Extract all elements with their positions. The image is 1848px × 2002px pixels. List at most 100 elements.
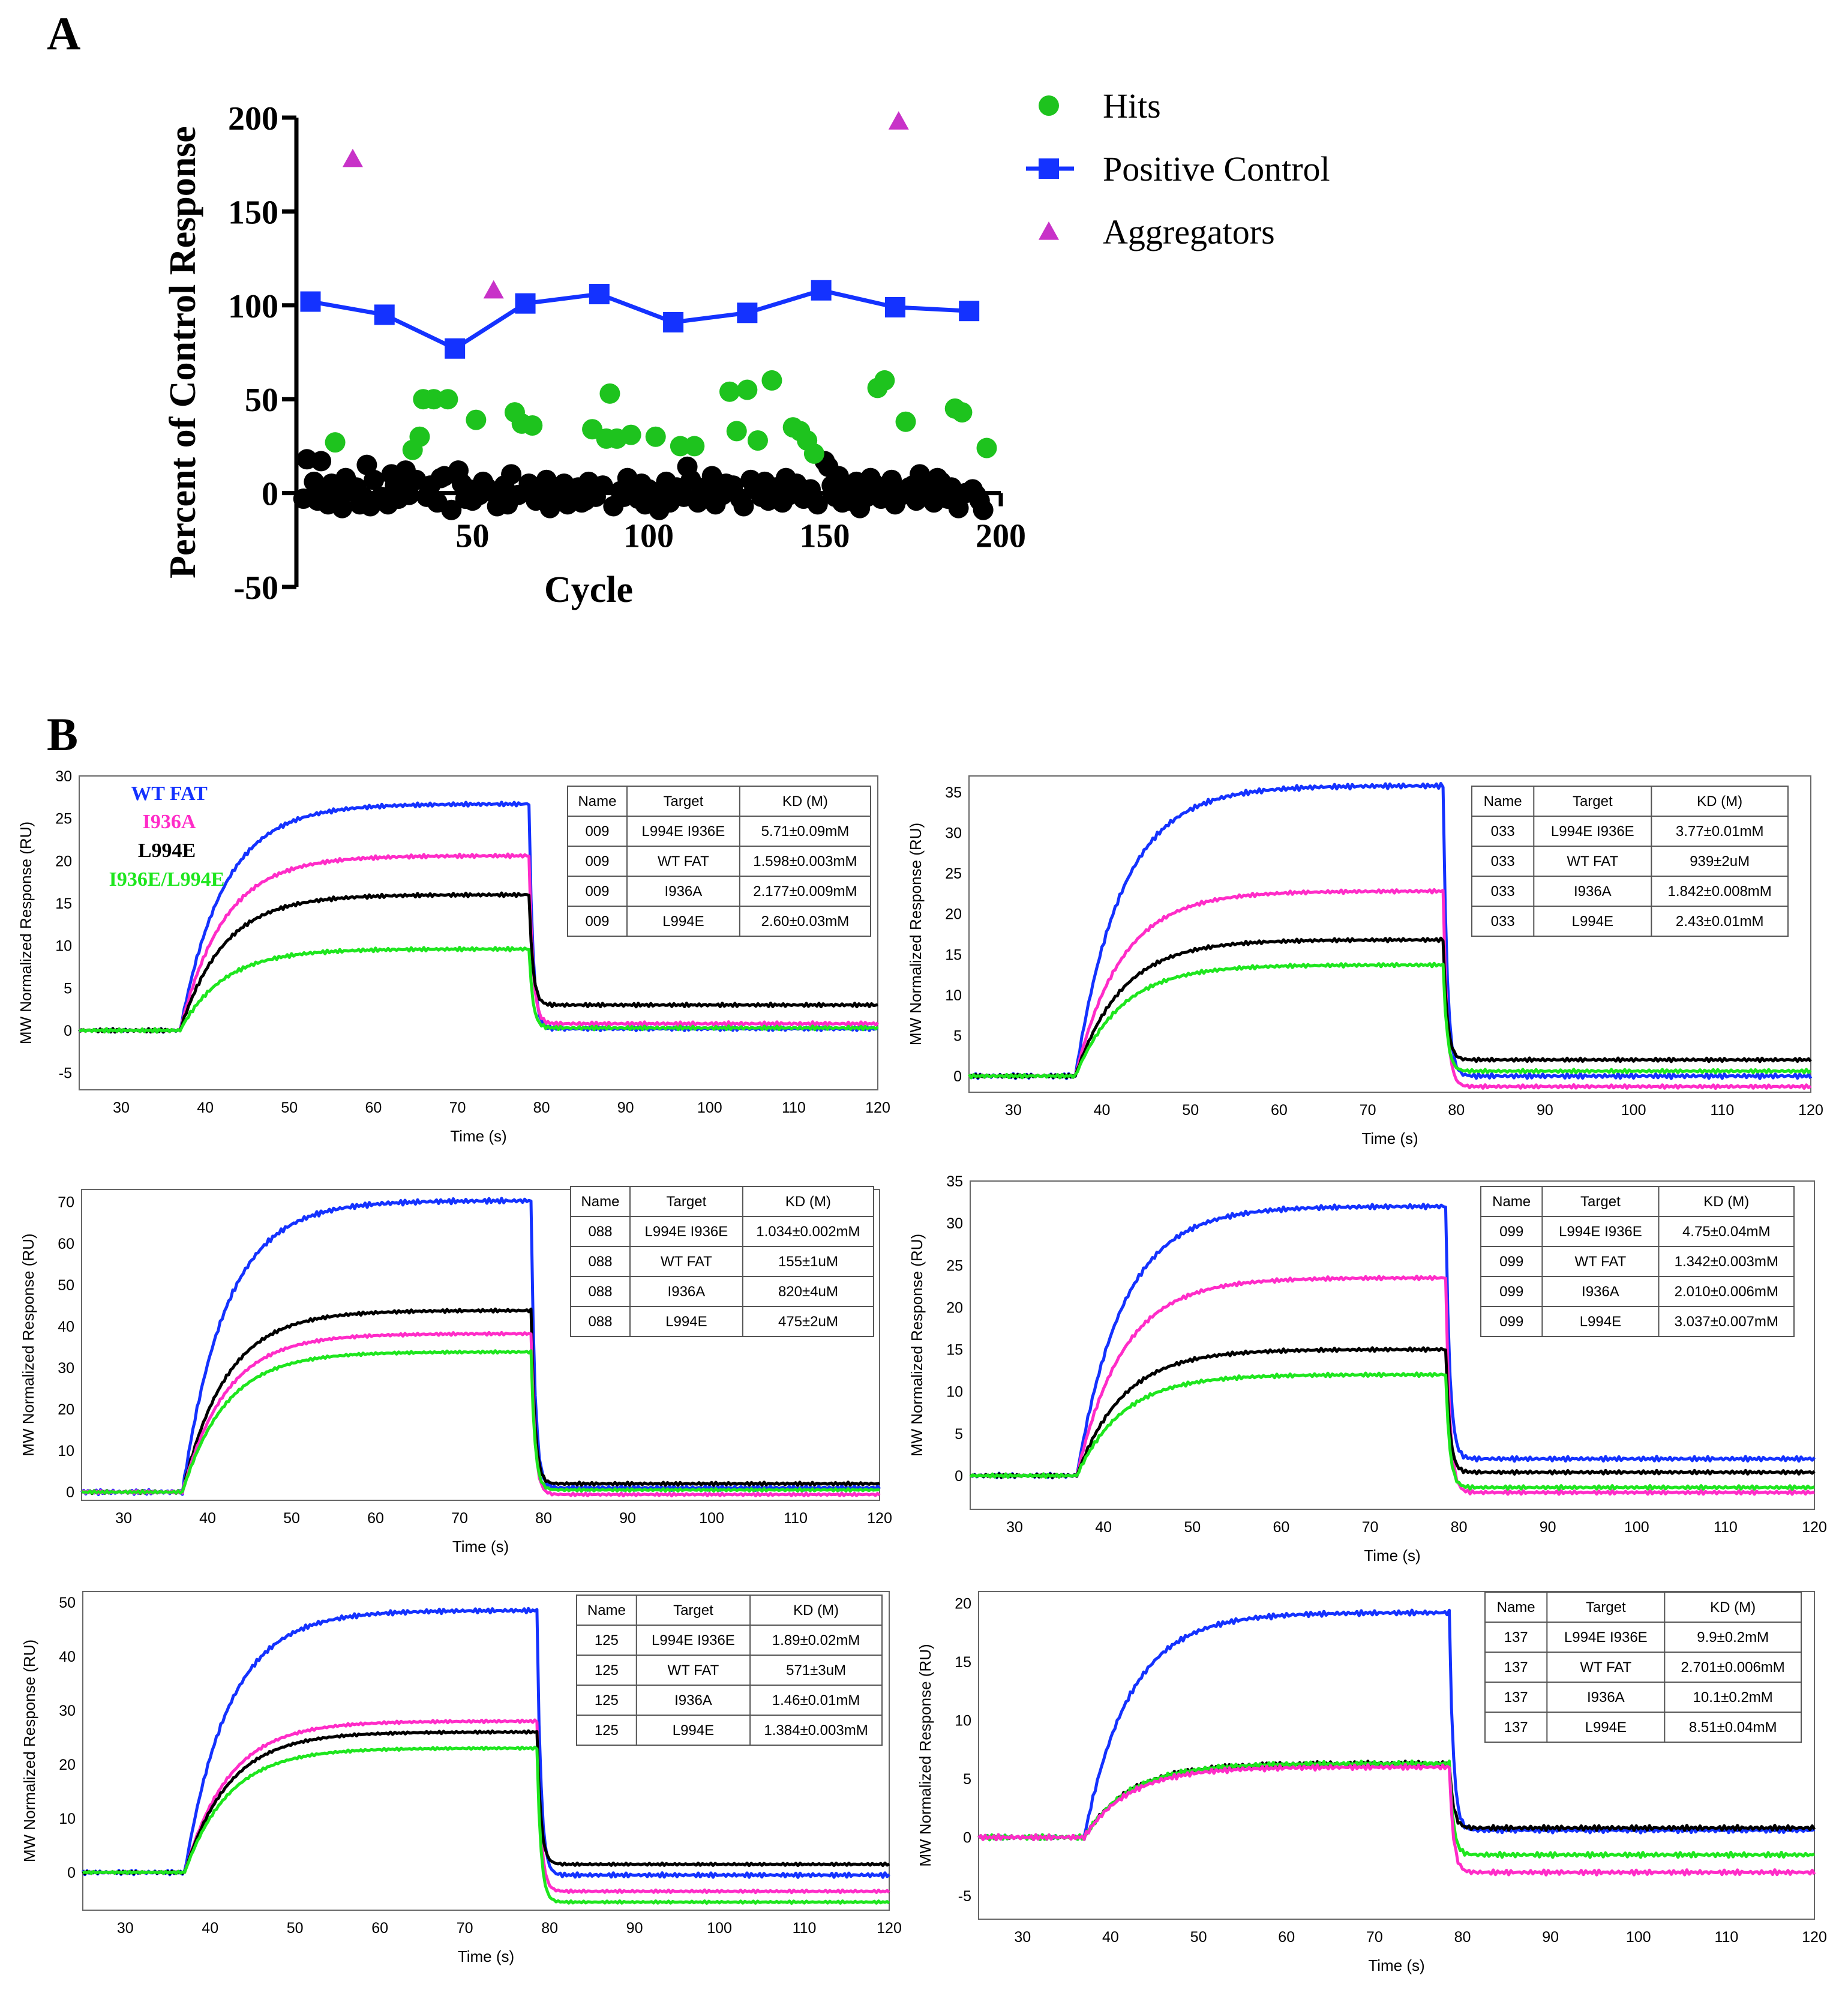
x-tick-label: 80: [1448, 1102, 1465, 1119]
inactive-point: [441, 499, 462, 520]
series-line-i936a: [969, 1275, 1815, 1496]
legend-label: I936A: [143, 811, 196, 833]
positive-control-point: [374, 304, 395, 325]
y-tick-label: 25: [946, 1257, 963, 1274]
y-tick-label: 50: [58, 1277, 74, 1294]
table-header-cell: KD (M): [782, 793, 828, 810]
y-axis-title: MW Normalized Response (RU): [916, 1644, 934, 1866]
y-tick-label: 20: [955, 1596, 971, 1613]
inactive-point: [332, 497, 353, 519]
hit-point: [874, 370, 895, 391]
x-tick-label: 100: [623, 518, 674, 555]
table-cell: 1.034±0.002mM: [756, 1224, 860, 1240]
y-tick-label: 30: [59, 1703, 76, 1719]
legend-aggregators-label: Aggregators: [1103, 212, 1275, 251]
x-tick-label: 40: [202, 1920, 218, 1937]
y-tick-label: 150: [228, 194, 278, 231]
hit-point: [761, 370, 782, 391]
y-tick-label: 40: [58, 1318, 74, 1335]
table-cell: 125: [595, 1692, 619, 1709]
table-cell: L994E I936E: [652, 1632, 735, 1649]
x-tick-label: 50: [1184, 1519, 1201, 1536]
y-tick-label: 35: [946, 1173, 963, 1190]
y-tick-label: 50: [59, 1595, 76, 1611]
aggregator-point: [483, 280, 504, 299]
table-cell: L994E: [662, 913, 704, 930]
table-cell: 125: [595, 1632, 619, 1649]
y-tick-label: 20: [946, 1299, 963, 1316]
y-tick-label: 0: [955, 1468, 963, 1485]
x-tick-label: 110: [1714, 1929, 1738, 1946]
x-tick-label: 120: [865, 1099, 890, 1116]
x-axis-title: Time (s): [458, 1947, 514, 1965]
y-tick-label: 25: [55, 811, 72, 828]
hit-point: [437, 389, 458, 410]
table-header-cell: Target: [673, 1602, 713, 1619]
x-tick-label: 40: [199, 1510, 216, 1527]
x-tick-label: 90: [1542, 1929, 1559, 1946]
legend-label: WT FAT: [131, 783, 208, 805]
table-cell: 4.75±0.04mM: [1682, 1224, 1771, 1240]
y-tick-label: 10: [955, 1713, 971, 1730]
inactive-point: [807, 494, 828, 515]
series-line-i936e-l994e: [82, 1745, 890, 1905]
series-line-l994e: [82, 1729, 890, 1875]
y-tick-label: 15: [945, 946, 962, 963]
y-tick-label: 60: [58, 1236, 74, 1252]
table-header-cell: Target: [1573, 793, 1613, 810]
x-tick-label: 120: [867, 1510, 892, 1527]
x-tick-label: 50: [283, 1510, 300, 1527]
table-cell: 939±2uM: [1690, 853, 1750, 870]
table-cell: WT FAT: [658, 853, 709, 870]
x-tick-label: 60: [1271, 1102, 1288, 1119]
series-line-i936a: [967, 888, 1812, 1090]
x-tick-label: 70: [449, 1099, 466, 1116]
table-cell: 099: [1499, 1224, 1523, 1240]
table-cell: 3.037±0.007mM: [1675, 1314, 1778, 1330]
x-tick-label: 70: [451, 1510, 468, 1527]
positive-control-point: [959, 301, 980, 322]
x-tick-label: 70: [1362, 1519, 1379, 1536]
table-cell: 8.51±0.04mM: [1689, 1719, 1777, 1736]
x-tick-label: 120: [1798, 1102, 1823, 1119]
panel-b-label: B: [47, 708, 78, 760]
table-cell: 2.60±0.03mM: [761, 913, 850, 930]
positive-control-line: [310, 288, 970, 351]
table-cell: L994E I936E: [1564, 1629, 1648, 1646]
table-cell: 009: [585, 913, 609, 930]
table-cell: 033: [1491, 823, 1515, 840]
table-cell: 125: [595, 1662, 619, 1679]
table-cell: 088: [588, 1224, 612, 1240]
y-tick-label: 0: [963, 1830, 971, 1847]
table-cell: 10.1±0.2mM: [1693, 1689, 1773, 1706]
series-line-i936a: [82, 1718, 890, 1895]
x-tick-label: 90: [626, 1920, 643, 1937]
x-tick-label: 200: [976, 518, 1026, 555]
x-tick-label: 70: [1360, 1102, 1376, 1119]
series-line-l994e: [968, 936, 1812, 1080]
table-cell: 137: [1504, 1629, 1528, 1646]
table-cell: 1.384±0.003mM: [764, 1722, 868, 1739]
x-tick-label: 100: [1621, 1102, 1646, 1119]
x-tick-label: 40: [1102, 1929, 1119, 1946]
table-header-cell: Name: [578, 793, 616, 810]
sensorgram-chart-099: 30 40 50 60 70 80 90 100 110 120 0 5 10 15 20 25 30 35 Tim…: [908, 1173, 1827, 1565]
series-line-wt-fat: [970, 1203, 1816, 1480]
x-tick-label: 80: [1454, 1929, 1471, 1946]
positive-control-point: [589, 284, 610, 305]
x-tick-label: 120: [1802, 1519, 1827, 1536]
hit-point: [466, 409, 487, 430]
hit-point: [325, 432, 346, 453]
sensorgram-chart-088: 30 40 50 60 70 80 90 100 110 120 0 10 20 30 40 50 60 70 Ti…: [19, 1186, 892, 1556]
series-line-i936e-l994e: [967, 961, 1812, 1080]
table-cell: 820±4uM: [778, 1284, 838, 1300]
table-header-cell: Name: [587, 1602, 626, 1619]
legend-hits-marker: [1039, 95, 1059, 116]
y-tick-label: 35: [945, 784, 962, 801]
series-line-wt-fat: [968, 782, 1813, 1080]
positive-control-point: [515, 293, 536, 314]
series-line-l994e: [78, 891, 878, 1034]
positive-control-point: [884, 296, 905, 317]
table-header-cell: Target: [667, 1194, 707, 1210]
